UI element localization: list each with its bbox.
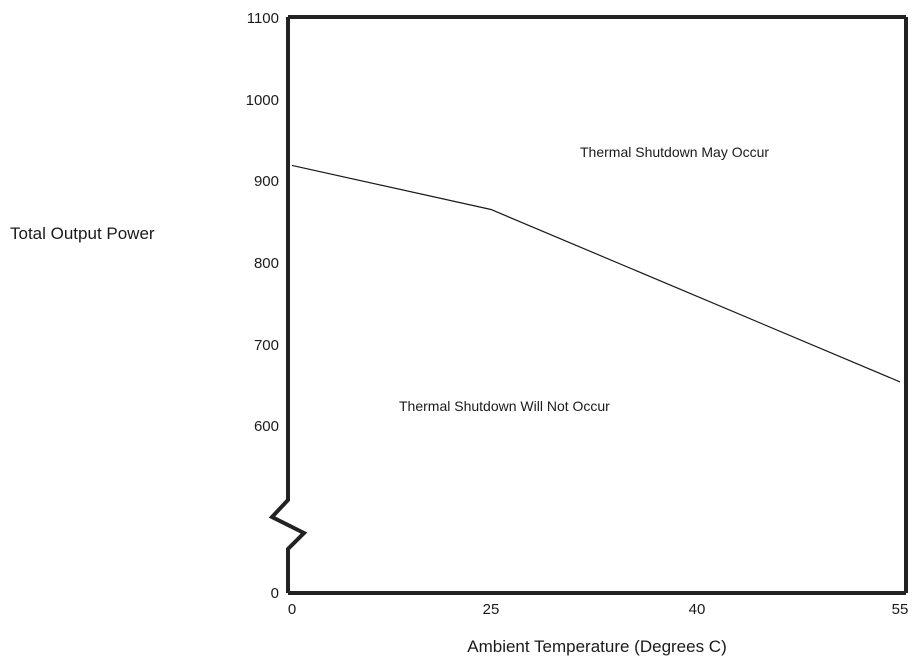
y-tick-0: 0 <box>271 585 279 602</box>
y-axis-label: Total Output Power <box>10 224 155 243</box>
x-tick-55: 55 <box>892 601 909 618</box>
annotation-will-not-occur: Thermal Shutdown Will Not Occur <box>399 398 610 414</box>
x-tick-40: 40 <box>689 601 706 618</box>
y-tick-600: 600 <box>254 418 279 435</box>
annotation-may-occur: Thermal Shutdown May Occur <box>580 144 769 160</box>
y-tick-700: 700 <box>254 337 279 354</box>
series-layer <box>292 165 900 382</box>
x-axis-label: Ambient Temperature (Degrees C) <box>467 637 727 656</box>
y-tick-800: 800 <box>254 255 279 272</box>
series-line-0 <box>292 165 900 382</box>
y-tick-1000: 1000 <box>246 92 279 109</box>
y-tick-900: 900 <box>254 173 279 190</box>
x-tick-0: 0 <box>288 601 296 618</box>
x-tick-25: 25 <box>483 601 500 618</box>
x-tick-labels: 0 25 40 55 <box>288 601 909 618</box>
y-tick-1100: 1100 <box>247 10 279 27</box>
